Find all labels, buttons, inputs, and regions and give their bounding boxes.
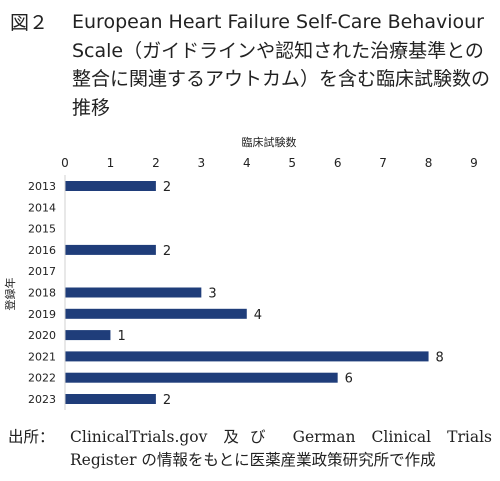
x-tick-label: 6	[334, 156, 342, 170]
x-tick-label: 8	[425, 156, 433, 170]
bar	[65, 351, 429, 362]
x-tick-label: 3	[198, 156, 206, 170]
data-label: 4	[254, 308, 262, 323]
data-label: 8	[436, 350, 444, 365]
data-label: 2	[163, 244, 171, 259]
y-tick-label: 2022	[28, 372, 56, 385]
data-label: 6	[345, 372, 353, 387]
y-tick-label: 2013	[28, 180, 56, 193]
data-label: 2	[163, 393, 171, 408]
y-axis-ticks: 2013 2014 2015 2016 2017 2018 2019 2020 2021 2022…	[28, 180, 56, 406]
figure-label: 図２	[10, 12, 49, 34]
x-tick-label: 0	[61, 156, 69, 170]
bar	[65, 244, 156, 255]
data-labels: 2 2 3 4 1 8 6 2	[117, 180, 443, 408]
bars	[65, 181, 429, 404]
y-tick-label: 2021	[28, 350, 56, 363]
y-axis-title: 登録年	[3, 278, 17, 311]
bar	[65, 394, 156, 404]
figure-title-text: European Heart Failure Self-Care Behavio…	[72, 11, 491, 119]
source-label: 出所：	[8, 428, 55, 446]
x-tick-label: 4	[243, 156, 251, 170]
x-tick-label: 2	[152, 156, 160, 170]
data-label: 3	[208, 287, 216, 302]
y-tick-label: 2016	[28, 244, 56, 257]
x-tick-label: 7	[379, 156, 387, 170]
source-text: ClinicalTrials.gov 及び German Clinical Tr…	[70, 428, 492, 469]
x-tick-label: 1	[107, 156, 115, 170]
bar	[65, 330, 111, 341]
bar	[65, 372, 338, 383]
data-label: 2	[163, 180, 171, 195]
figure-title: 図２ European Heart Failure Self-Care Beha…	[10, 8, 492, 122]
y-tick-label: 2019	[28, 308, 56, 321]
bar	[65, 308, 247, 319]
x-tick-label: 5	[288, 156, 296, 170]
y-tick-label: 2015	[28, 223, 56, 236]
bar	[65, 287, 202, 298]
x-tick-label: 9	[470, 156, 478, 170]
y-tick-label: 2014	[28, 201, 56, 214]
bar	[65, 181, 156, 191]
data-label: 1	[117, 329, 125, 344]
x-axis-title: 臨床試験数	[242, 135, 297, 149]
y-tick-label: 2020	[28, 329, 56, 342]
y-tick-label: 2017	[28, 265, 56, 278]
y-tick-label: 2018	[28, 287, 56, 300]
y-tick-label: 2023	[28, 393, 56, 406]
x-axis-ticks: 0 1 2 3 4 5 6 7 8 9	[61, 156, 478, 170]
source-note: 出所： ClinicalTrials.gov 及び German Clinica…	[8, 426, 492, 472]
